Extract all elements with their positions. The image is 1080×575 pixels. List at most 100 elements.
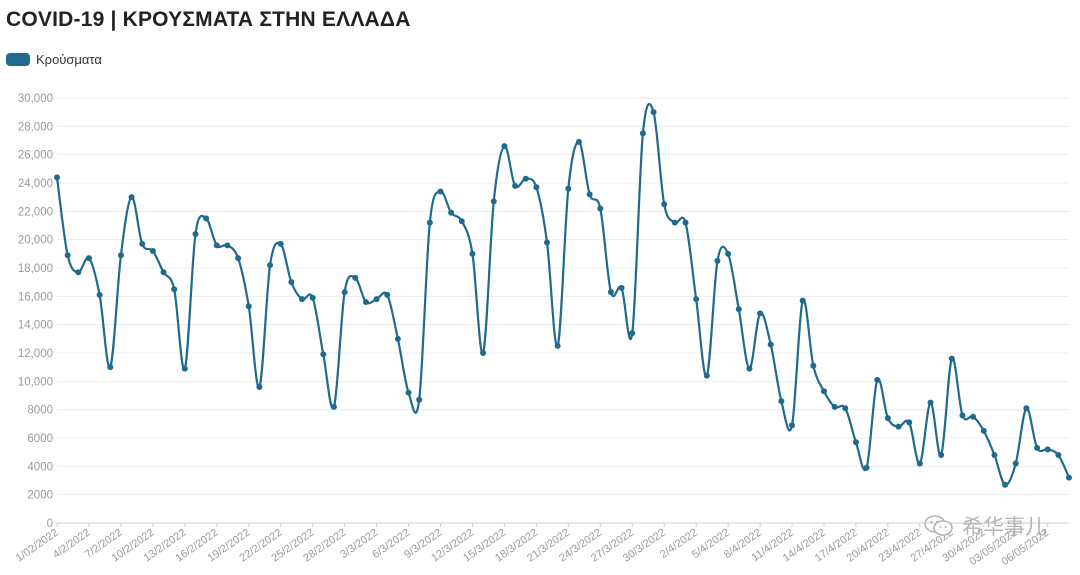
data-point[interactable] <box>256 384 263 390</box>
data-point[interactable] <box>661 201 668 208</box>
data-point[interactable] <box>554 342 561 349</box>
data-point[interactable] <box>597 205 604 212</box>
data-point[interactable] <box>362 299 369 305</box>
data-point[interactable] <box>224 242 231 249</box>
data-point[interactable] <box>426 219 433 226</box>
data-point[interactable] <box>384 291 391 298</box>
data-point[interactable] <box>682 219 689 226</box>
data-point[interactable] <box>906 419 913 426</box>
data-point[interactable] <box>341 289 348 296</box>
data-point[interactable] <box>895 423 902 430</box>
data-point[interactable] <box>607 289 614 296</box>
legend[interactable]: Κρούσματα <box>6 52 102 67</box>
data-point[interactable] <box>352 274 359 281</box>
data-point[interactable] <box>117 252 124 259</box>
data-point[interactable] <box>778 398 785 405</box>
data-point[interactable] <box>320 351 327 358</box>
data-point[interactable] <box>458 218 465 225</box>
data-point[interactable] <box>128 194 135 201</box>
data-point[interactable] <box>810 362 817 369</box>
data-point[interactable] <box>501 143 508 150</box>
series-points <box>54 109 1072 488</box>
data-point[interactable] <box>639 130 646 137</box>
data-point[interactable] <box>650 109 657 116</box>
data-point[interactable] <box>874 376 881 383</box>
data-point[interactable] <box>75 269 82 276</box>
data-point[interactable] <box>203 215 210 222</box>
data-point[interactable] <box>1066 474 1072 481</box>
data-point[interactable] <box>96 291 103 298</box>
data-point[interactable] <box>64 252 71 259</box>
data-point[interactable] <box>629 330 636 337</box>
data-point[interactable] <box>149 248 156 254</box>
data-point[interactable] <box>970 413 977 420</box>
data-point[interactable] <box>213 242 220 249</box>
data-point[interactable] <box>309 294 316 301</box>
data-point[interactable] <box>852 439 859 446</box>
data-point[interactable] <box>235 255 242 262</box>
data-point[interactable] <box>416 396 423 403</box>
data-point[interactable] <box>267 262 274 269</box>
data-point[interactable] <box>181 365 188 372</box>
data-point[interactable] <box>299 296 306 303</box>
data-point[interactable] <box>544 239 551 246</box>
data-point[interactable] <box>714 257 721 264</box>
data-point[interactable] <box>703 372 710 379</box>
legend-label-cases: Κρούσματα <box>36 52 102 67</box>
data-point[interactable] <box>884 415 891 422</box>
data-point[interactable] <box>1044 446 1051 453</box>
data-point[interactable] <box>330 403 337 410</box>
data-point[interactable] <box>586 191 593 198</box>
data-point[interactable] <box>277 240 284 247</box>
data-point[interactable] <box>85 255 92 262</box>
data-point[interactable] <box>799 297 806 304</box>
data-point[interactable] <box>831 403 838 410</box>
data-point[interactable] <box>288 279 295 286</box>
data-point[interactable] <box>916 460 923 467</box>
data-point[interactable] <box>820 388 827 395</box>
data-point[interactable] <box>405 389 412 396</box>
data-point[interactable] <box>735 306 742 313</box>
data-point[interactable] <box>693 296 700 303</box>
data-point[interactable] <box>980 427 987 434</box>
data-point[interactable] <box>522 175 529 182</box>
data-point[interactable] <box>533 184 540 191</box>
data-point[interactable] <box>948 355 955 362</box>
data-point[interactable] <box>938 452 945 458</box>
data-point[interactable] <box>1034 444 1041 451</box>
data-point[interactable] <box>1012 460 1019 467</box>
data-point[interactable] <box>245 303 252 310</box>
data-point[interactable] <box>480 350 487 356</box>
data-point[interactable] <box>789 422 796 429</box>
data-point[interactable] <box>54 174 60 181</box>
data-point[interactable] <box>842 405 849 412</box>
data-point[interactable] <box>746 365 753 372</box>
data-point[interactable] <box>757 310 764 317</box>
data-point[interactable] <box>618 284 625 291</box>
data-point[interactable] <box>373 296 380 303</box>
data-point[interactable] <box>991 452 998 458</box>
data-point[interactable] <box>160 269 167 276</box>
chart-title: COVID-19 | ΚΡΟΥΣΜΑΤΑ ΣΤΗΝ ΕΛΛΑΔΑ <box>6 8 411 31</box>
data-point[interactable] <box>437 188 444 195</box>
data-point[interactable] <box>1002 481 1009 488</box>
data-point[interactable] <box>959 412 966 419</box>
data-point[interactable] <box>394 335 401 342</box>
data-point[interactable] <box>575 138 582 145</box>
data-point[interactable] <box>469 250 476 257</box>
data-point[interactable] <box>192 231 199 237</box>
data-point[interactable] <box>927 399 934 406</box>
data-point[interactable] <box>490 198 497 205</box>
data-point[interactable] <box>139 240 146 247</box>
data-point[interactable] <box>565 185 572 192</box>
data-point[interactable] <box>863 464 870 471</box>
data-point[interactable] <box>1055 452 1062 458</box>
data-point[interactable] <box>448 209 455 216</box>
data-point[interactable] <box>725 250 732 257</box>
data-point[interactable] <box>171 286 178 293</box>
data-point[interactable] <box>671 219 678 226</box>
data-point[interactable] <box>512 182 519 189</box>
data-point[interactable] <box>107 364 114 371</box>
data-point[interactable] <box>767 341 774 348</box>
data-point[interactable] <box>1023 405 1030 412</box>
